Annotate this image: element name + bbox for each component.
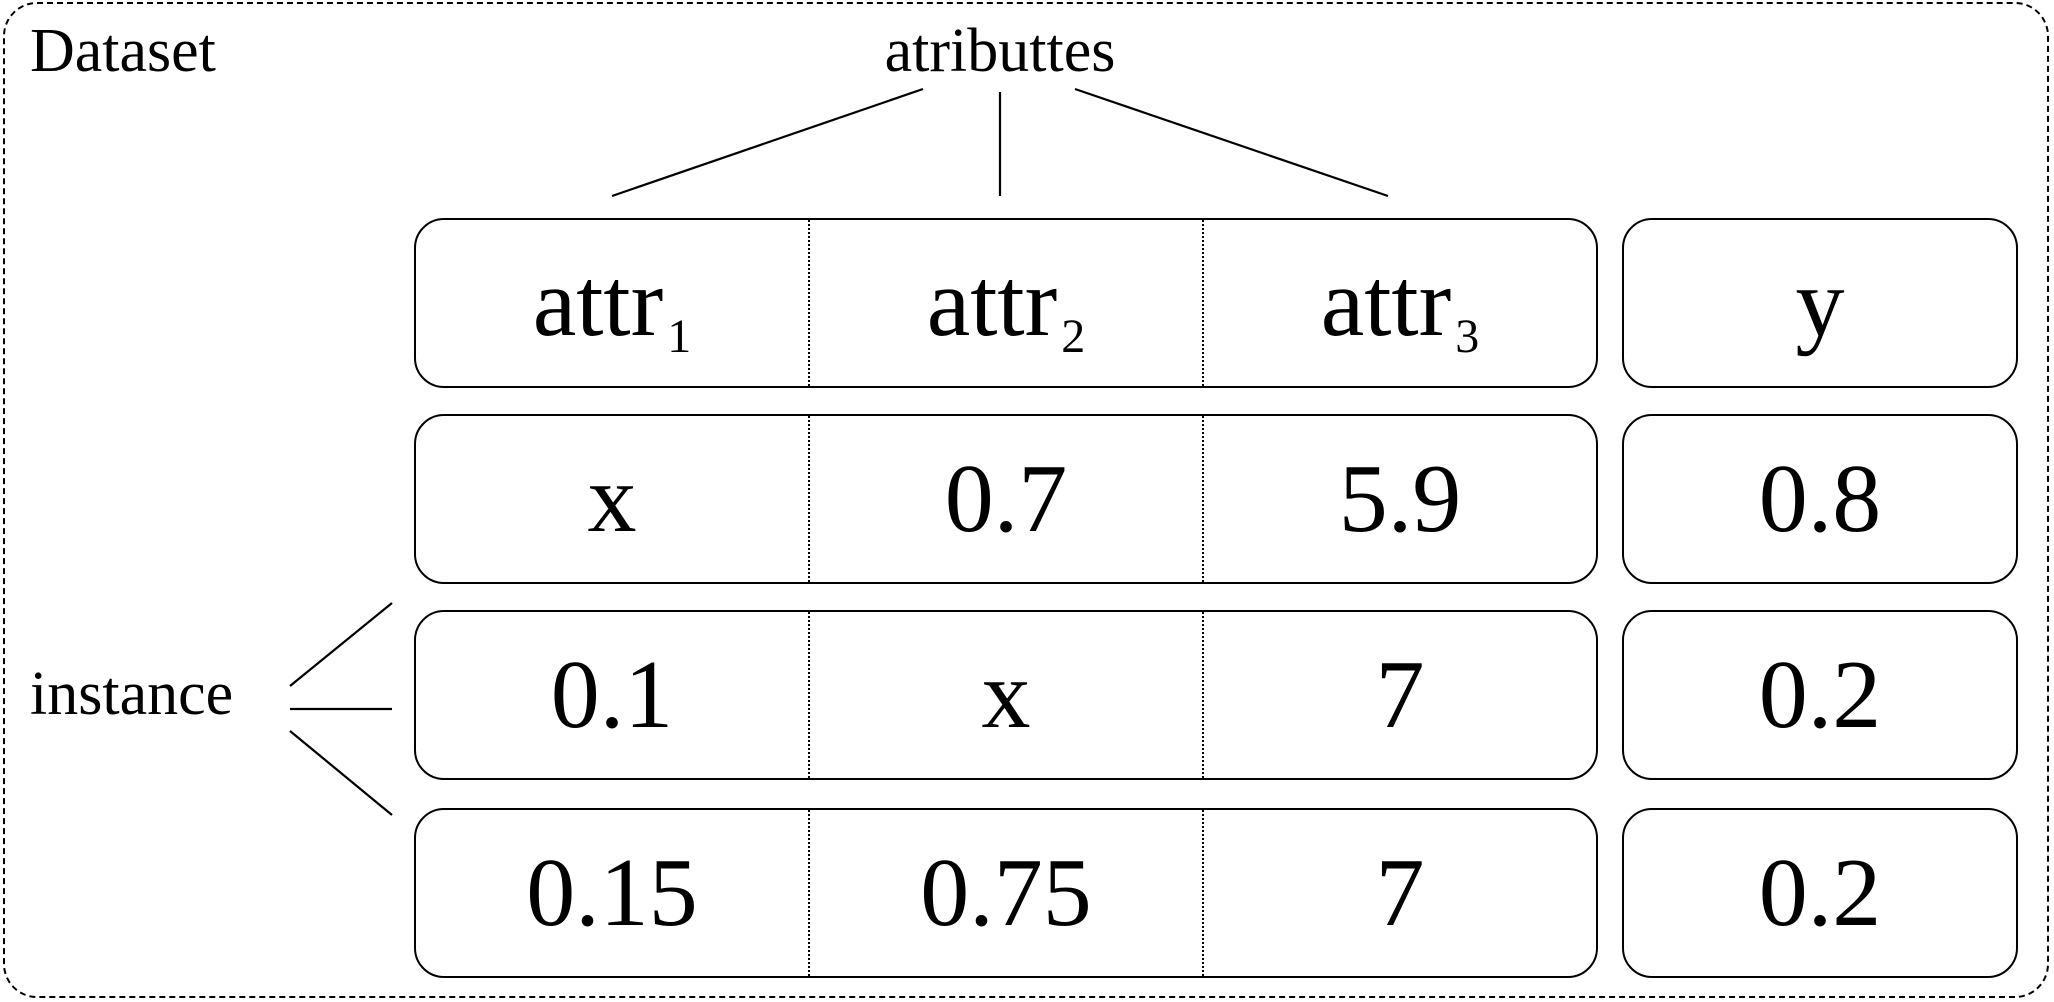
target-value-cell: 0.2 (1622, 610, 2018, 780)
attribute-index: 3 (1455, 310, 1480, 363)
dataset-title: Dataset (30, 17, 216, 85)
attribute-header-cell: attr 3 (1202, 220, 1596, 386)
attribute-name: attr (532, 249, 664, 357)
instance-connector-line (289, 602, 393, 687)
target-header-cell: y (1622, 218, 2018, 388)
attribute-header-cell: attr 2 (808, 220, 1202, 386)
attributes-label: atributtes (884, 17, 1116, 85)
attribute-name: attr (926, 249, 1058, 357)
instance-row: 0.15 0.75 7 (414, 808, 1598, 978)
attribute-header-cell: attr 1 (416, 220, 808, 386)
instance-row: 0.1 x 7 (414, 610, 1598, 780)
dataset-frame (3, 2, 2049, 998)
instance-connector-line (289, 730, 393, 816)
attr-connector-line (611, 87, 924, 198)
value-cell: x (587, 445, 637, 553)
attribute-name: attr (1320, 249, 1452, 357)
instance-row: x 0.7 5.9 (414, 414, 1598, 584)
value-cell: 0.75 (808, 810, 1202, 976)
instance-label: instance (30, 660, 234, 728)
value-cell: 0.1 (550, 641, 674, 749)
value-cell: x (808, 612, 1202, 778)
value-cell: 5.9 (1202, 416, 1596, 582)
target-value-cell: 0.8 (1622, 414, 2018, 584)
attribute-header-row: attr 1 attr 2 attr 3 (414, 218, 1598, 388)
value-cell: 7 (1202, 612, 1596, 778)
attr-connector-line (1074, 87, 1389, 198)
value-cell: 0.15 (526, 839, 698, 947)
value-cell: 7 (1202, 810, 1596, 976)
attribute-index: 1 (667, 310, 692, 363)
value-cell: 0.7 (808, 416, 1202, 582)
attribute-index: 2 (1061, 310, 1086, 363)
target-value-cell: 0.2 (1622, 808, 2018, 978)
